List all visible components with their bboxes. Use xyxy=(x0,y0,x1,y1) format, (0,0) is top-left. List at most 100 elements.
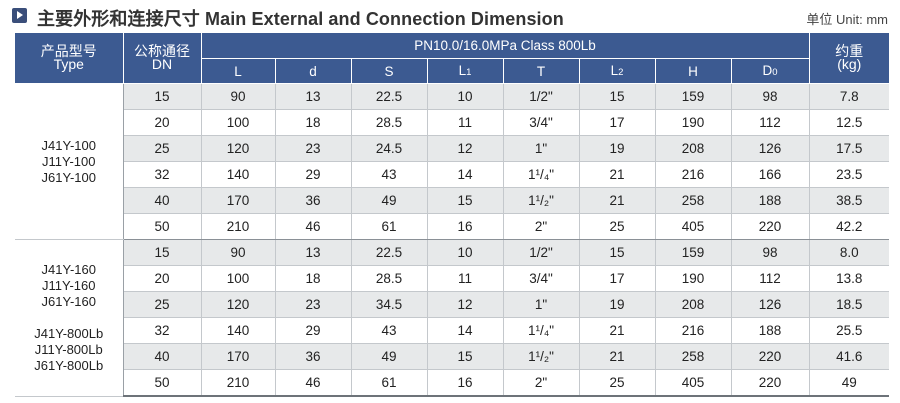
cell-d: 18 xyxy=(275,265,352,292)
type-model: J11Y-160 xyxy=(42,277,96,293)
dim-header-symbol: T xyxy=(536,63,546,79)
dn-cell: 20 xyxy=(122,265,202,292)
cell-l1: 11 xyxy=(427,109,504,136)
cell-t: 2" xyxy=(503,369,580,397)
cell-kg: 42.2 xyxy=(809,213,889,240)
cell-d: 29 xyxy=(275,317,352,344)
cell-l: 100 xyxy=(201,109,276,136)
cell-kg: 25.5 xyxy=(809,317,889,344)
cell-l2: 21 xyxy=(579,187,656,214)
cell-d: 29 xyxy=(275,161,352,188)
cell-d: 18 xyxy=(275,109,352,136)
cell-l: 140 xyxy=(201,161,276,188)
dim-header-symbol: L xyxy=(458,62,467,78)
cell-l2: 25 xyxy=(579,213,656,240)
cell-l2: 21 xyxy=(579,317,656,344)
cell-l: 100 xyxy=(201,265,276,292)
table-row: 50 210 46 61 16 2" 25 405 220 42.2 xyxy=(15,213,889,240)
type-model: J41Y-160 xyxy=(41,261,96,277)
dim-header-d: d xyxy=(275,58,352,84)
cell-kg: 7.8 xyxy=(809,83,889,110)
type-model: J11Y-800Lb xyxy=(34,341,103,357)
cell-t: 3/4" xyxy=(503,109,580,136)
type-model: J61Y-800Lb xyxy=(34,357,104,373)
dn-header-cn: 公称通径 xyxy=(134,43,190,59)
cell-t: 3/4" xyxy=(503,265,580,292)
cell-t: 1/2" xyxy=(503,239,580,266)
weight-header-cn: 约重 xyxy=(835,43,864,59)
dn-cell: 25 xyxy=(122,291,202,318)
dn-cell: 40 xyxy=(122,343,202,370)
cell-l1: 15 xyxy=(427,343,504,370)
dim-header-subscript: 1 xyxy=(466,66,472,78)
cell-t: 1/2" xyxy=(503,83,580,110)
cell-s: 43 xyxy=(351,317,428,344)
cell-d: 23 xyxy=(275,291,352,318)
cell-h: 190 xyxy=(655,109,732,136)
cell-d0: 188 xyxy=(731,317,810,344)
dn-cell: 15 xyxy=(122,239,202,266)
cell-s: 28.5 xyxy=(351,109,428,136)
weight-header: 约重 (kg) xyxy=(809,33,889,84)
header-row-top: 产品型号 Type 公称通径 DN PN10.0/16.0MPa Class 8… xyxy=(15,33,889,84)
cell-d0: 220 xyxy=(731,369,810,397)
table-row: 25 120 23 34.5 12 1" 19 208 126 18.5 xyxy=(15,291,889,318)
dim-header-symbol: d xyxy=(309,63,317,79)
cell-l: 170 xyxy=(201,343,276,370)
dim-header-l1: L1 xyxy=(427,58,504,84)
cell-l: 210 xyxy=(201,369,276,397)
dim-header-subscript: 2 xyxy=(618,66,624,78)
table-body: J41Y-100 J11Y-100 J61Y-100 15 90 13 22.5 10 1/2"… xyxy=(15,83,889,397)
cell-s: 61 xyxy=(351,213,428,240)
cell-l2: 19 xyxy=(579,291,656,318)
dn-header-en: DN xyxy=(151,56,173,72)
cell-h: 159 xyxy=(655,83,732,110)
dim-header-l: L xyxy=(201,58,276,84)
cell-h: 405 xyxy=(655,213,732,240)
cell-t: 1¹/₄" xyxy=(503,317,580,344)
cell-h: 216 xyxy=(655,317,732,344)
type-model: J61Y-100 xyxy=(41,169,96,185)
cell-l2: 17 xyxy=(579,265,656,292)
cell-d0: 188 xyxy=(731,187,810,214)
cell-h: 258 xyxy=(655,187,732,214)
cell-l1: 12 xyxy=(427,135,504,162)
cell-d: 46 xyxy=(275,369,352,397)
cell-h: 159 xyxy=(655,239,732,266)
cell-l: 120 xyxy=(201,291,276,318)
cell-s: 43 xyxy=(351,161,428,188)
cell-kg: 49 xyxy=(809,369,889,397)
cell-l: 90 xyxy=(201,83,276,110)
cell-h: 208 xyxy=(655,135,732,162)
cell-l1: 10 xyxy=(427,239,504,266)
cell-d: 46 xyxy=(275,213,352,240)
title-bar: 主要外形和连接尺寸 Main External and Connection D… xyxy=(0,0,900,34)
cell-l2: 25 xyxy=(579,369,656,397)
cell-l1: 16 xyxy=(427,213,504,240)
dn-header: 公称通径 DN xyxy=(123,33,202,84)
dn-cell: 50 xyxy=(122,213,202,240)
cell-kg: 41.6 xyxy=(809,343,889,370)
dn-cell: 20 xyxy=(122,109,202,136)
type-model: J41Y-100 xyxy=(41,137,96,153)
cell-d0: 98 xyxy=(731,239,810,266)
cell-kg: 23.5 xyxy=(809,161,889,188)
cell-l2: 15 xyxy=(579,239,656,266)
cell-l1: 16 xyxy=(427,369,504,397)
table-row: 32 140 29 43 14 1¹/₄" 21 216 166 23.5 xyxy=(15,161,889,188)
table-row: 32 140 29 43 14 1¹/₄" 21 216 188 25.5 xyxy=(15,317,889,344)
cell-t: 1¹/₂" xyxy=(503,187,580,214)
table-row: 20 100 18 28.5 11 3/4" 17 190 112 13.8 xyxy=(15,265,889,292)
cell-l2: 19 xyxy=(579,135,656,162)
type-header: 产品型号 Type xyxy=(15,33,124,84)
table-row: 50 210 46 61 16 2" 25 405 220 49 xyxy=(15,369,889,397)
pressure-header: PN10.0/16.0MPa Class 800Lb xyxy=(201,33,810,59)
type-cell: J41Y-100 J11Y-100 J61Y-100 xyxy=(15,83,124,240)
cell-l2: 15 xyxy=(579,83,656,110)
weight-header-en: (kg) xyxy=(837,56,862,72)
cell-h: 258 xyxy=(655,343,732,370)
cell-d0: 112 xyxy=(731,265,810,292)
cell-h: 208 xyxy=(655,291,732,318)
type-model: J41Y-800Lb xyxy=(34,325,104,341)
